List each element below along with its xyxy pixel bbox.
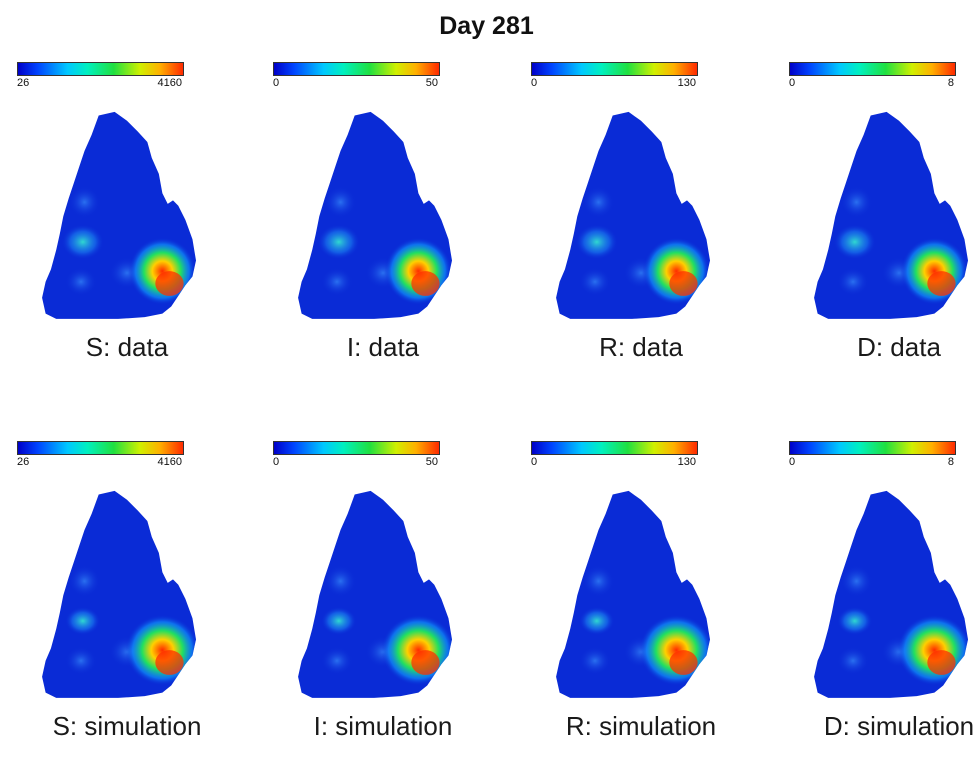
panel-label: D: simulation [823,711,973,741]
colorbar-min-label: 26 [17,77,30,89]
colorbar [531,441,698,455]
michigan-heatmap [814,111,968,319]
figure-title: Day 281 [439,12,534,40]
colorbar [531,62,698,76]
map-panel: 0 130 [531,62,751,382]
michigan-heatmap [814,490,968,698]
panel-label: R: simulation [565,711,717,741]
colorbar-max-label: 8 [947,77,954,89]
map-panel: 0 50 [273,441,493,761]
michigan-heatmap [556,111,710,319]
michigan-heatmap [298,111,452,319]
colorbar-min-label: 0 [789,456,796,468]
colorbar-max-label: 130 [677,77,696,89]
colorbar [273,62,440,76]
panel-label: I: simulation [313,711,453,741]
colorbar-min-label: 0 [273,456,280,468]
colorbar-max-label: 130 [677,456,696,468]
panel-label: S: data [85,332,169,362]
colorbar-max-label: 4160 [157,77,182,89]
michigan-heatmap [556,490,710,698]
colorbar-max-label: 4160 [157,456,182,468]
michigan-heatmap [42,490,197,698]
colorbar-max-label: 50 [425,77,438,89]
panel-label: R: data [599,332,683,362]
panel-label: S: simulation [52,711,202,741]
colorbar [17,441,184,455]
colorbar [273,441,440,455]
map-panel: 0 130 [531,441,751,761]
colorbar-min-label: 0 [789,77,796,89]
colorbar-max-label: 50 [425,456,438,468]
map-panel: 26 4160 [17,62,237,382]
colorbar-max-label: 8 [947,456,954,468]
colorbar-min-label: 0 [531,77,538,89]
panel-label: D: data [857,332,941,362]
colorbar-min-label: 26 [17,456,30,468]
map-panel: 26 4160 [17,441,237,761]
michigan-heatmap [42,111,197,319]
map-panel: 0 50 [273,62,493,382]
colorbar [17,62,184,76]
colorbar [789,62,956,76]
colorbar [789,441,956,455]
panel-label: I: data [346,332,420,362]
colorbar-min-label: 0 [531,456,538,468]
michigan-heatmap [298,490,452,698]
colorbar-min-label: 0 [273,77,280,89]
